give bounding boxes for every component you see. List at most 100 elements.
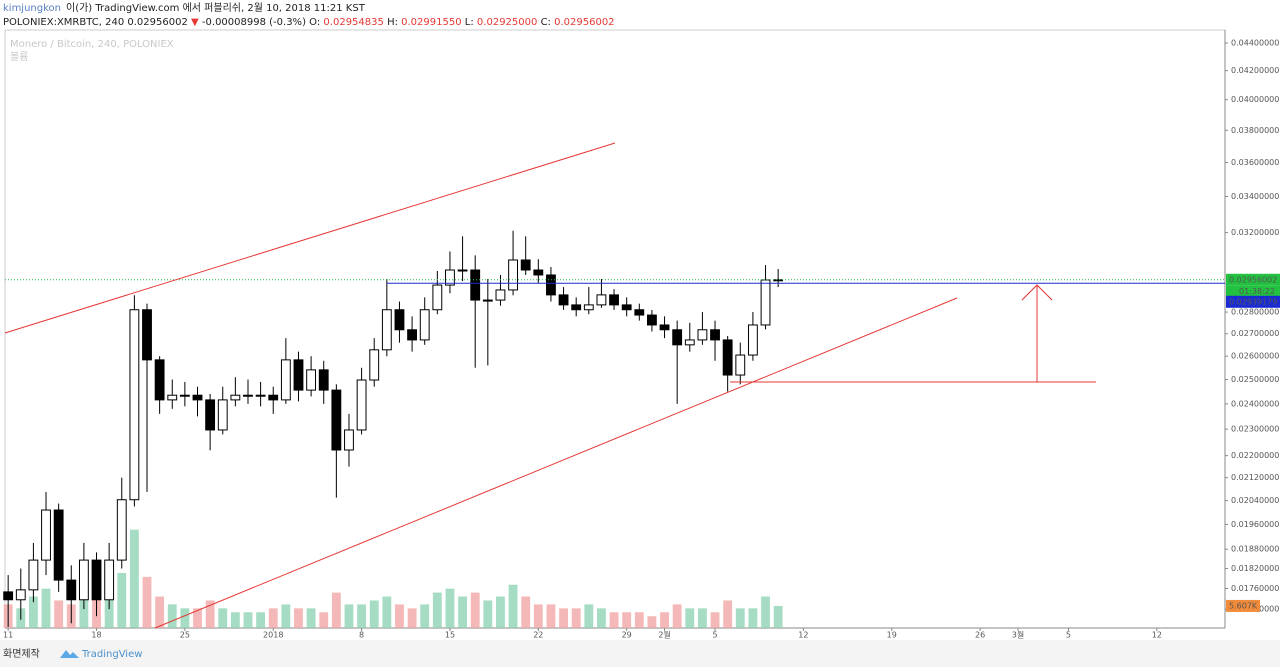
volume-bar — [496, 596, 505, 628]
candle-body — [167, 394, 178, 401]
arrow-head — [1021, 284, 1053, 301]
volume-name: 볼륨 — [10, 51, 28, 63]
volume-bar — [117, 572, 127, 628]
published: 이(가) TradingView.com 에서 퍼블리쉬, 2월 10, 201… — [66, 2, 366, 14]
candle-body — [520, 259, 531, 271]
x-tick-label: 5 — [1066, 631, 1071, 640]
countdown-box — [1226, 285, 1280, 297]
ohlc-value: 0.02991550 — [401, 17, 461, 28]
countdown-label: 01:38:22 — [1239, 287, 1275, 296]
candle-body — [129, 309, 140, 501]
y-tick-label: 0.02400000 — [1231, 399, 1279, 408]
volume-bar — [205, 600, 215, 628]
volume-label-box — [1226, 599, 1260, 612]
volume-bar — [306, 608, 316, 628]
change-arrow: ▼ — [191, 17, 199, 28]
x-tick-label: 19 — [887, 631, 897, 640]
y-tick-label: 0.02200000 — [1231, 451, 1279, 460]
x-tick-label: 12 — [798, 631, 808, 640]
volume-bar — [41, 588, 51, 628]
candle-body — [3, 591, 14, 601]
candle-body — [41, 509, 51, 561]
volume-bar — [420, 604, 430, 628]
candle-body — [747, 324, 758, 356]
x-tick-label: 3월 — [1012, 630, 1024, 640]
volume-bar — [281, 604, 291, 628]
volume-bar — [571, 608, 581, 628]
level-label: 0.02939179 — [1229, 297, 1277, 306]
y-tick-label: 0.03800000 — [1231, 126, 1279, 135]
volume-bar — [546, 604, 556, 628]
tv-logo — [60, 650, 79, 658]
candle-body — [722, 339, 733, 376]
author: kimjungkon — [3, 3, 61, 14]
watermark: Monero / Bitcoin, 240, POLONIEX — [10, 39, 174, 50]
y-tick-label: 0.01960000 — [1231, 520, 1279, 529]
x-tick-label: 18 — [91, 631, 101, 640]
y-tick-label: 0.02120000 — [1231, 473, 1279, 482]
x-tick-label: 5 — [712, 631, 717, 640]
volume-bar — [584, 604, 594, 628]
volume-bar — [382, 596, 392, 628]
candle-body — [344, 429, 354, 451]
volume-bar — [647, 616, 657, 628]
candle-body — [407, 329, 418, 341]
channel-lower — [154, 297, 958, 629]
volume-bar — [773, 605, 783, 628]
candle-body — [432, 284, 443, 311]
y-tick-label: 0.01820000 — [1231, 564, 1279, 573]
candle-body — [735, 354, 746, 376]
candle-body — [369, 349, 380, 381]
y-tick-label: 0.03400000 — [1231, 192, 1279, 201]
candle-body — [268, 394, 279, 401]
volume-label: 5.607K — [1229, 601, 1258, 610]
volume-bar — [155, 596, 165, 628]
candle-body — [217, 399, 228, 431]
candle-body — [710, 329, 720, 341]
volume-bar — [230, 612, 240, 628]
candle-body — [318, 369, 329, 391]
candle-body — [15, 589, 26, 601]
candle-body — [381, 309, 392, 351]
volume-bar — [369, 600, 379, 628]
volume-bar — [483, 600, 493, 628]
x-tick-label: 8 — [359, 631, 364, 640]
candle-body — [533, 269, 544, 276]
volume-bar — [319, 612, 329, 628]
symbol-line: POLONIEX:XMRBTC, 240 0.02956002 ▼ -0.000… — [3, 17, 615, 28]
candle-body — [91, 559, 102, 601]
candle-body — [773, 279, 784, 282]
candle-body — [116, 499, 127, 561]
y-tick-label: 0.02700000 — [1231, 329, 1279, 338]
candle-body — [609, 294, 619, 306]
level-box — [1226, 295, 1280, 308]
volume-bar — [559, 608, 568, 628]
x-tick-label: 15 — [445, 631, 455, 640]
volume-bar — [697, 608, 707, 628]
candle-body — [419, 309, 430, 341]
candle-body — [154, 359, 165, 401]
footer-caption: 화면제작 — [3, 648, 40, 660]
candle-body — [558, 294, 569, 306]
volume-bar — [243, 612, 253, 628]
candle-body — [596, 294, 607, 306]
x-tick-label: 25 — [180, 631, 190, 640]
volume-bar — [79, 592, 89, 628]
volume-bar — [54, 600, 64, 628]
footer-brand: TradingView — [81, 649, 142, 660]
volume-bar — [268, 608, 278, 628]
volume-bar — [407, 608, 417, 628]
candle-body — [495, 289, 506, 301]
volume-bar — [672, 604, 682, 628]
channel-upper — [4, 142, 616, 334]
y-tick-label: 0.02500000 — [1231, 375, 1279, 384]
candle-body — [684, 339, 695, 346]
volume-bar — [597, 608, 606, 628]
price: 0.02956002 — [127, 17, 187, 28]
x-tick-label: 22 — [533, 631, 543, 640]
candle-body — [583, 304, 594, 311]
candle-body — [230, 394, 241, 401]
volume-bar — [180, 608, 190, 628]
